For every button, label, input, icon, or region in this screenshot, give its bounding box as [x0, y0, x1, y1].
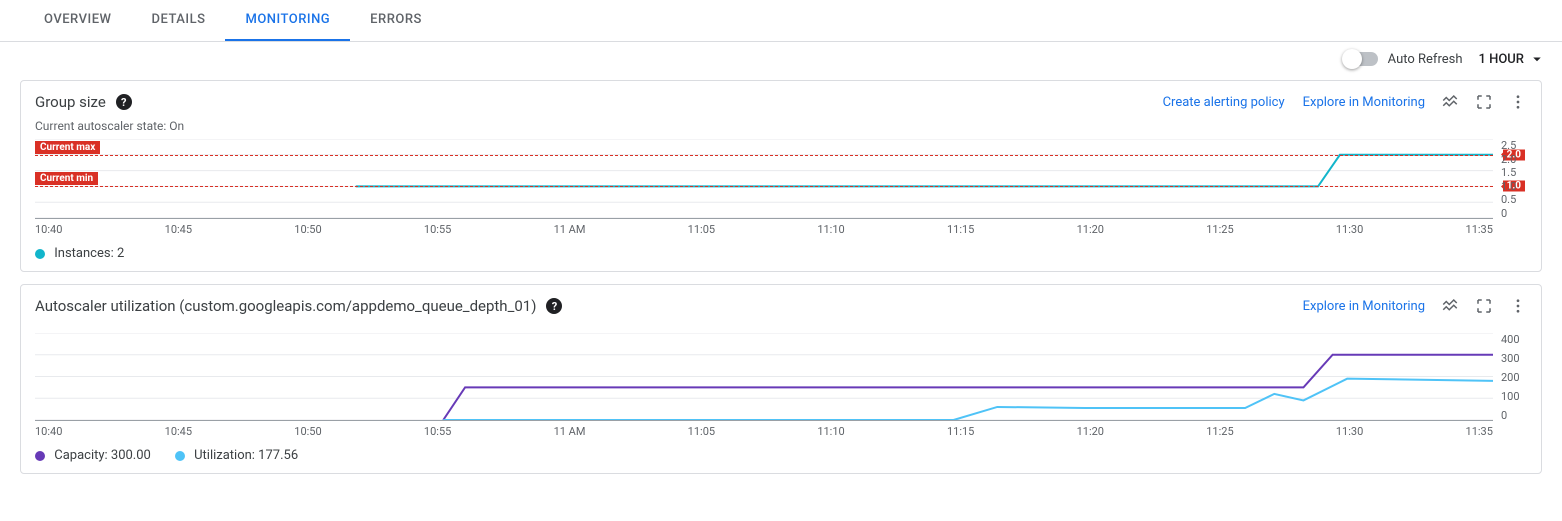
x-tick-label: 11:30: [1336, 223, 1363, 236]
controls-row: Auto Refresh 1 HOUR: [0, 42, 1562, 68]
y-tick-label: 2.5: [1501, 139, 1531, 152]
legend-value: 177.56: [258, 448, 298, 463]
help-icon[interactable]: ?: [116, 94, 132, 110]
more-menu-icon[interactable]: [1509, 297, 1527, 315]
legend-label: Capacity:: [54, 448, 107, 463]
legend-item-utilization[interactable]: Utilization: 177.56: [175, 448, 298, 463]
tab-bar: OVERVIEW DETAILS MONITORING ERRORS: [0, 0, 1562, 42]
panel-title: Autoscaler utilization (custom.googleapi…: [35, 297, 536, 315]
x-tick-label: 11:25: [1206, 223, 1233, 236]
legend-label: Instances:: [54, 246, 113, 261]
create-alerting-policy-link[interactable]: Create alerting policy: [1163, 95, 1285, 110]
autoscaler-chart: 4003002001000 10:4010:4510:5010:5511 AM1…: [35, 333, 1527, 438]
threshold-badge: Current max: [35, 141, 100, 154]
panel-autoscaler-utilization: Autoscaler utilization (custom.googleapi…: [20, 284, 1542, 474]
legend-dot: [35, 451, 45, 461]
x-tick-label: 10:55: [424, 223, 451, 236]
tab-overview[interactable]: OVERVIEW: [24, 0, 131, 41]
chevron-down-icon: [1528, 50, 1546, 68]
x-tick-label: 10:40: [35, 425, 62, 438]
y-tick-label: 2.0: [1501, 153, 1531, 166]
x-tick-label: 11:05: [688, 425, 715, 438]
x-tick-label: 11:10: [817, 425, 844, 438]
x-tick-label: 11:15: [947, 223, 974, 236]
auto-refresh-toggle[interactable]: [1344, 52, 1378, 66]
time-range-picker[interactable]: 1 HOUR: [1479, 50, 1547, 68]
y-tick-label: 1.5: [1501, 166, 1531, 179]
x-tick-label: 11:15: [947, 425, 974, 438]
compare-icon[interactable]: [1441, 297, 1459, 315]
legend-group-size: Instances: 2: [35, 246, 1527, 261]
y-tick-label: 200: [1501, 371, 1531, 384]
time-range-value: 1 HOUR: [1479, 52, 1525, 67]
more-menu-icon[interactable]: [1509, 93, 1527, 111]
x-tick-label: 11:25: [1206, 425, 1233, 438]
x-tick-label: 11:20: [1077, 223, 1104, 236]
x-tick-label: 11 AM: [554, 425, 586, 438]
tab-errors[interactable]: ERRORS: [350, 0, 442, 41]
legend-label: Utilization:: [194, 448, 255, 463]
x-tick-label: 11:30: [1336, 425, 1363, 438]
x-tick-label: 10:45: [165, 223, 192, 236]
x-tick-label: 11:10: [817, 223, 844, 236]
x-tick-label: 11:35: [1466, 425, 1493, 438]
threshold-line: [35, 155, 1493, 156]
fullscreen-icon[interactable]: [1475, 93, 1493, 111]
x-tick-label: 10:50: [294, 425, 321, 438]
explore-in-monitoring-link[interactable]: Explore in Monitoring: [1303, 95, 1425, 110]
x-tick-label: 10:45: [165, 425, 192, 438]
panel-title: Group size: [35, 93, 106, 111]
tab-details[interactable]: DETAILS: [131, 0, 225, 41]
x-tick-label: 11:35: [1466, 223, 1493, 236]
y-tick-label: 0.5: [1501, 193, 1531, 206]
fullscreen-icon[interactable]: [1475, 297, 1493, 315]
y-tick-label: 1.0: [1501, 180, 1531, 193]
panel-group-size: Group size ? Create alerting policy Expl…: [20, 80, 1542, 272]
compare-icon[interactable]: [1441, 93, 1459, 111]
x-tick-label: 11 AM: [554, 223, 586, 236]
y-tick-label: 400: [1501, 333, 1531, 346]
y-tick-label: 0: [1501, 207, 1531, 220]
x-tick-label: 10:55: [424, 425, 451, 438]
legend-dot: [175, 451, 185, 461]
auto-refresh-label: Auto Refresh: [1388, 52, 1463, 67]
legend-value: 2: [117, 246, 124, 261]
y-tick-label: 0: [1501, 409, 1531, 422]
explore-in-monitoring-link[interactable]: Explore in Monitoring: [1303, 299, 1425, 314]
threshold-badge: Current min: [35, 172, 98, 185]
threshold-line: [35, 186, 1493, 187]
x-tick-label: 10:50: [294, 223, 321, 236]
legend-value: 300.00: [111, 448, 151, 463]
x-tick-label: 10:40: [35, 223, 62, 236]
x-tick-label: 11:20: [1077, 425, 1104, 438]
help-icon[interactable]: ?: [546, 298, 562, 314]
tab-monitoring[interactable]: MONITORING: [225, 0, 350, 41]
group-size-chart: Current max2.0Current min1.0 2.52.01.51.…: [35, 139, 1527, 236]
x-tick-label: 11:05: [688, 223, 715, 236]
y-tick-label: 100: [1501, 390, 1531, 403]
legend-autoscaler: Capacity: 300.00 Utilization: 177.56: [35, 448, 1527, 463]
legend-item-capacity[interactable]: Capacity: 300.00: [35, 448, 151, 463]
y-tick-label: 300: [1501, 352, 1531, 365]
legend-dot: [35, 249, 45, 259]
legend-item-instances[interactable]: Instances: 2: [35, 246, 124, 261]
autoscaler-state: Current autoscaler state: On: [35, 119, 1527, 133]
